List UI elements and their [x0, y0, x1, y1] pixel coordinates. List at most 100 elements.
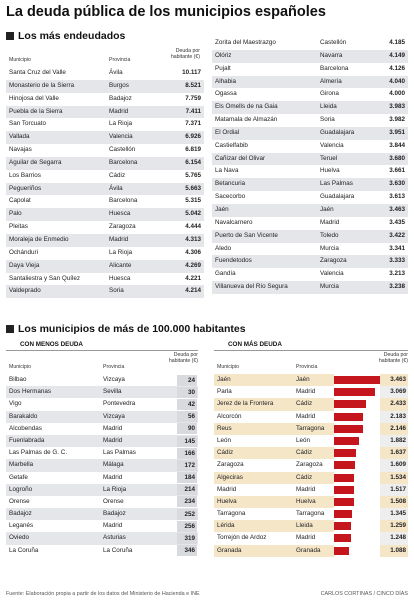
provincia-cell: Vizcaya [103, 376, 125, 383]
municipio-cell: Alhabia [215, 77, 237, 85]
table-row: Santaliestra y San Quílez Huesca 4.221 [6, 273, 204, 286]
municipio-cell: Villanueva del Río Segura [215, 283, 288, 291]
deuda-cell: 4.149 [389, 51, 405, 59]
table-row: Reus Tarragona 2.146 [214, 422, 408, 435]
table-row: La Coruña La Coruña 346 [6, 545, 198, 557]
page-title: La deuda pública de los municipios españ… [6, 4, 326, 20]
table-row: Villanueva del Río Segura Murcia 3.238 [212, 281, 408, 294]
provincia-cell: Jaén [320, 205, 334, 213]
table-row: Navalcarnero Madrid 3.435 [212, 217, 408, 230]
deuda-cell: 3.341 [389, 244, 405, 252]
table-row: Badajoz Badajoz 252 [6, 508, 198, 521]
municipio-cell: Granada [214, 544, 296, 557]
municipio-cell: Jaén [215, 205, 229, 213]
municipio-cell: Santaliestra y San Quílez [9, 274, 81, 282]
municipio-cell: Barakaldo [9, 412, 38, 420]
section-square-icon [6, 32, 14, 40]
deuda-cell: 145 [177, 435, 197, 447]
municipio-cell: Pegueríños [9, 184, 42, 192]
deuda-cell: 3.435 [389, 218, 405, 226]
municipio-cell: Olóriz [215, 51, 232, 59]
table-row: Navajas Castellón 6.819 [6, 144, 204, 157]
debt-bar [334, 400, 367, 409]
municipio-cell: Ochánduri [9, 248, 39, 256]
provincia-cell: Madrid [320, 218, 340, 226]
table-row: Fuenlabrada Madrid 145 [6, 434, 198, 448]
municipio-cell: Gandía [215, 270, 236, 278]
table-row: Lérida Lleida 1.259 [214, 520, 408, 533]
section-heading-top-label: Los más endeudados [18, 30, 126, 42]
municipio-cell: Oviedo [9, 534, 29, 542]
provincia-cell: Burgos [109, 81, 129, 89]
provincia-cell: Madrid [103, 473, 123, 481]
deuda-cell: 4.269 [185, 261, 201, 269]
table-row: Sacecorbo Guadalajara 3.613 [212, 191, 408, 204]
municipio-cell: San Torcuato [9, 120, 46, 128]
municipio-cell: Navajas [9, 146, 32, 154]
deuda-cell: 214 [177, 484, 197, 496]
provincia-cell: Castellón [109, 146, 136, 154]
table-row: Monasterio de la Sierra Burgos 8.521 [6, 79, 204, 93]
provincia-cell: Almería [320, 77, 342, 85]
deuda-cell: 3.983 [389, 103, 405, 111]
municipio-cell: Santa Cruz del Valle [9, 69, 66, 76]
provincia-cell: Madrid [103, 522, 123, 530]
deuda-cell: 252 [177, 508, 197, 520]
table-row: Valdeprado Soria 4.214 [6, 285, 204, 299]
provincia-cell: Huesca [109, 274, 131, 282]
table-row: Parla Madrid 3.069 [214, 386, 408, 399]
municipio-cell: Monasterio de la Sierra [9, 81, 75, 89]
deuda-cell: 234 [177, 496, 197, 508]
deuda-cell: 5.042 [185, 210, 201, 218]
deuda-cell: 3.463 [380, 374, 408, 387]
municipio-cell: Zaragoza [217, 461, 244, 469]
municipio-cell: Moraleja de Enmedio [9, 235, 69, 243]
debt-bar [334, 461, 356, 470]
deuda-cell: 319 [177, 533, 197, 545]
provincia-cell: Madrid [109, 235, 129, 243]
table-row: Vigo Pontevedra 42 [6, 398, 198, 410]
municipio-cell: Logroño [9, 485, 33, 493]
municipio-cell: Los Barrios [9, 171, 41, 179]
table-row: Huelva Huelva 1.508 [214, 495, 408, 509]
table-row: Logroño La Rioja 214 [6, 483, 198, 496]
deuda-cell: 3.463 [389, 205, 405, 213]
municipio-cell: Orense [9, 497, 30, 505]
provincia-cell: Barcelona [109, 197, 138, 205]
table-row: San Torcuato La Rioja 7.371 [6, 118, 204, 131]
table-row: Olóriz Navarra 4.149 [212, 49, 408, 63]
deuda-cell: 30 [177, 386, 197, 398]
provincia-cell: Zaragoza [320, 257, 347, 265]
provincia-cell: Orense [103, 497, 124, 505]
provincia-cell: Málaga [103, 461, 124, 469]
deuda-cell: 346 [177, 545, 197, 557]
table-bottom-left: Bilbao Vizcaya 24 Dos Hermanas Sevilla 30 Vigo… [6, 374, 198, 557]
deuda-cell: 1.534 [380, 471, 408, 484]
col-header-deuda-bottom-right: Deuda por habitante (€) [378, 352, 408, 364]
provincia-cell: Badajoz [109, 94, 132, 102]
table-row: Puebla de la Sierra Madrid 7.411 [6, 105, 204, 119]
provincia-cell: Soria [109, 287, 124, 295]
table-row: Els Omells de na Gaia Lleida 3.983 [212, 101, 408, 115]
municipio-cell: Fuendetodos [215, 257, 252, 265]
deuda-cell: 4.306 [185, 248, 201, 256]
table-row: Leganés Madrid 256 [6, 520, 198, 532]
provincia-cell: Badajoz [103, 510, 126, 518]
deuda-cell: 4.221 [185, 274, 201, 282]
table-row: Marbella Málaga 172 [6, 459, 198, 472]
provincia-cell: Valencia [320, 141, 344, 149]
provincia-cell: Tarragona [296, 510, 325, 518]
table-row: Pegueríños Ávila 5.663 [6, 182, 204, 196]
provincia-cell: Madrid [103, 424, 123, 432]
footer-credit: CARLOS CORTINAS / CINCO DÍAS [320, 591, 408, 597]
deuda-cell: 3.630 [389, 180, 405, 188]
table-row: Palo Huesca 5.042 [6, 208, 204, 222]
debt-bar [334, 449, 356, 458]
deuda-cell: 5.765 [185, 171, 201, 179]
municipio-cell: Valdeprado [9, 287, 41, 295]
provincia-cell: La Rioja [109, 248, 133, 256]
provincia-cell: Cádiz [109, 171, 126, 179]
table-row: Hinojosa del Valle Badajoz 7.759 [6, 93, 204, 106]
deuda-cell: 3.333 [389, 257, 405, 265]
table-row: El Ordial Guadalajara 3.951 [212, 126, 408, 140]
